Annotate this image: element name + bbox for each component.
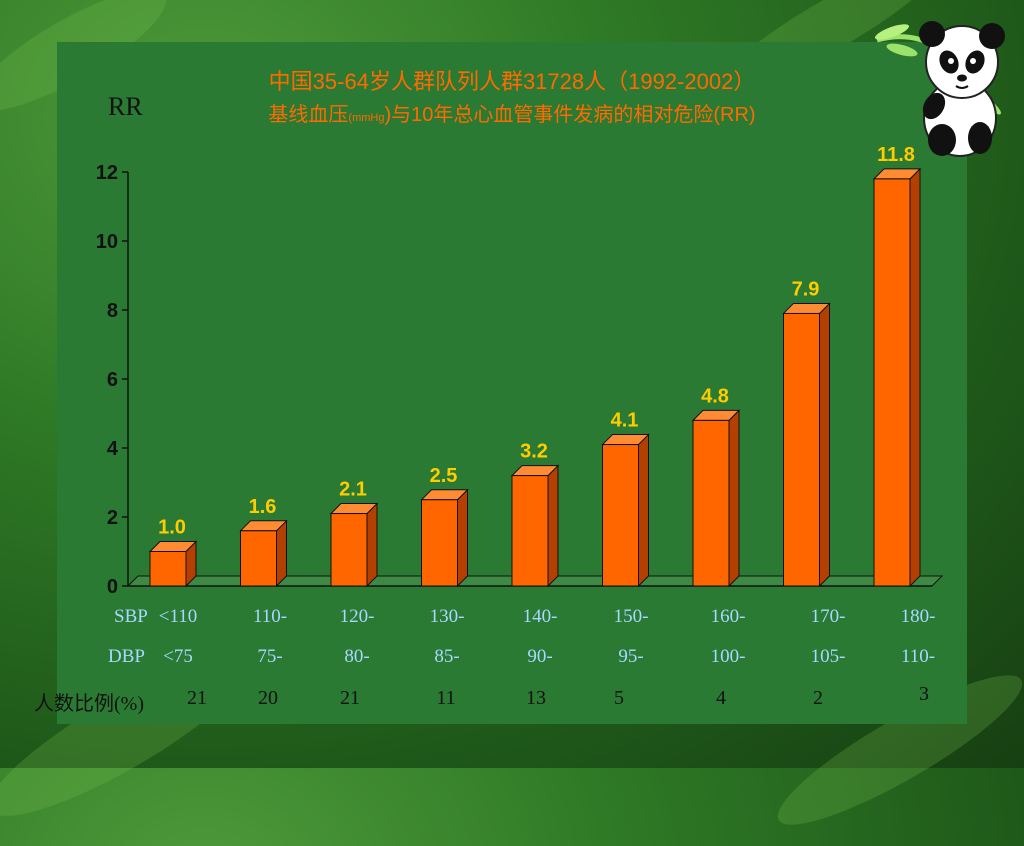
bar-side bbox=[819, 302, 830, 588]
bar bbox=[692, 419, 730, 587]
sbp-category-label: 130- bbox=[429, 606, 465, 627]
bar bbox=[511, 475, 549, 587]
dbp-category-label: 95- bbox=[618, 646, 644, 667]
dbp-category-label: 75- bbox=[257, 646, 283, 667]
bar-side bbox=[457, 488, 468, 588]
dbp-category-label: <75 bbox=[163, 646, 193, 667]
bar-value-label: 4.1 bbox=[611, 410, 639, 432]
bar-side bbox=[638, 433, 649, 588]
dbp-category-label: 85- bbox=[434, 646, 460, 667]
y-tick-label: 4 bbox=[107, 438, 119, 460]
y-tick-label: 8 bbox=[107, 300, 118, 322]
dbp-category-label: 90- bbox=[527, 646, 553, 667]
title-part-b: )与10年总心血管事件发病的相对危险(RR) bbox=[384, 104, 756, 126]
population-percent-value: 2 bbox=[813, 687, 823, 709]
bar-value-label: 3.2 bbox=[520, 441, 548, 463]
chart-title-line2: 基线血压(mmHg)与10年总心血管事件发病的相对危险(RR) bbox=[0, 98, 1024, 127]
bar bbox=[330, 513, 368, 587]
bar bbox=[783, 312, 820, 587]
y-tick-label: 6 bbox=[107, 369, 118, 391]
y-tick-label: 12 bbox=[96, 162, 118, 184]
sbp-category-label: 120- bbox=[339, 606, 375, 627]
bar-side bbox=[547, 464, 559, 588]
population-percent-value: 13 bbox=[526, 687, 546, 709]
sbp-row-label: SBP bbox=[114, 606, 148, 627]
title-unit: (mmHg bbox=[348, 112, 385, 124]
bar-value-label: 2.1 bbox=[339, 479, 367, 501]
population-percent-value: 20 bbox=[258, 687, 278, 709]
population-percent-label: 人数比例(%) bbox=[34, 693, 144, 715]
bar-side bbox=[276, 519, 287, 588]
population-percent-value: 21 bbox=[340, 687, 360, 709]
sbp-category-label: 170- bbox=[810, 606, 846, 627]
sbp-category-label: <110 bbox=[158, 606, 198, 627]
bar-side bbox=[366, 502, 378, 588]
bar-value-label: 7.9 bbox=[792, 278, 820, 300]
bar-chart: 0 2 4 6 8 10 12 1.0 1.6 2.1 2.5 3.2 4.1 4.8 7.9 11.8 bbox=[96, 144, 944, 598]
sbp-category-label: 110- bbox=[252, 606, 288, 627]
title-part-a: 基线血压 bbox=[268, 104, 349, 126]
bar bbox=[421, 499, 458, 587]
sbp-category-label: 160- bbox=[710, 606, 746, 627]
population-percent-value: 4 bbox=[716, 687, 726, 709]
population-percent-value: 11 bbox=[436, 687, 456, 709]
y-tick-label: 2 bbox=[107, 507, 118, 529]
bar-side bbox=[909, 167, 921, 588]
bar-value-label: 2.5 bbox=[430, 465, 458, 487]
bar-value-label: 1.0 bbox=[158, 517, 186, 539]
y-tick-label: 10 bbox=[96, 231, 118, 253]
bar-value-label: 4.8 bbox=[701, 385, 729, 407]
dbp-category-label: 105- bbox=[810, 646, 846, 667]
dbp-category-label: 80- bbox=[344, 646, 370, 667]
bar bbox=[149, 551, 187, 587]
population-percent-value: 5 bbox=[614, 687, 624, 709]
dbp-category-label: 100- bbox=[710, 646, 746, 667]
sbp-category-label: 150- bbox=[613, 606, 649, 627]
y-axis-label: RR bbox=[108, 92, 143, 121]
population-percent-value: 21 bbox=[187, 687, 207, 709]
chart-title-line1: 中国35-64岁人群队列人群31728人（1992-2002） bbox=[268, 69, 756, 94]
bar bbox=[240, 530, 277, 587]
dbp-category-label: 110- bbox=[900, 646, 936, 667]
bar bbox=[873, 178, 911, 587]
panda-with-bamboo-icon bbox=[874, 21, 1005, 157]
bar-side bbox=[728, 409, 740, 588]
sbp-category-label: 140- bbox=[522, 606, 558, 627]
bar bbox=[602, 444, 639, 587]
y-tick-label: 0 bbox=[107, 576, 118, 598]
dbp-row-label: DBP bbox=[108, 646, 145, 667]
bar-value-label: 1.6 bbox=[249, 496, 277, 518]
population-percent-value: 3 bbox=[919, 683, 929, 705]
bar-value-label: 11.8 bbox=[877, 144, 915, 166]
sbp-category-label: 180- bbox=[900, 606, 936, 627]
